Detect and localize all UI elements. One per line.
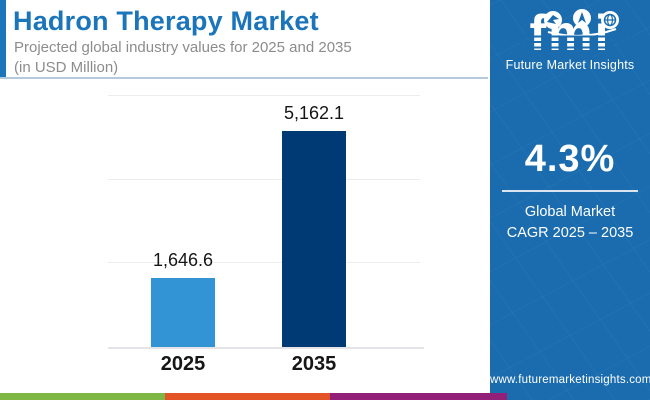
header-accent-bar (0, 0, 6, 78)
strip-purple-segment (330, 393, 507, 400)
fmi-logo: fmi Future Market Insi (490, 4, 650, 76)
cagr-label-line1: Global Market (524, 204, 616, 220)
bar-value-label-2025: 1,646.6 (152, 250, 214, 271)
bird-icon (544, 11, 562, 29)
bar-2025 (151, 278, 215, 347)
cagr-divider (502, 190, 638, 192)
subtitle-line1: Projected global industry values for 202… (14, 39, 352, 56)
strip-orange-segment (165, 393, 330, 400)
cagr-block: 4.3% Global Market CAGR 2025 – 2035 (490, 138, 650, 244)
x-axis-line (108, 347, 424, 349)
strip-green-segment (0, 393, 165, 400)
gridline-6000 (108, 95, 420, 96)
footer-color-strip (0, 393, 507, 400)
x-axis-label-2025: 2025 (160, 353, 206, 375)
bar-value-label-2035: 5,162.1 (283, 103, 345, 124)
logo-caption: Future Market Insights (505, 58, 635, 72)
gridline-2000 (108, 262, 420, 264)
subtitle-line2: (in USD Million) (14, 59, 119, 76)
fmi-logo-stripes (514, 32, 632, 60)
header-divider (0, 77, 488, 79)
plane-icon (573, 9, 591, 27)
globe-icon (601, 11, 619, 29)
x-axis-label-2035: 2035 (291, 353, 337, 375)
gridline-4000 (108, 178, 420, 180)
website-url: www.futuremarketinsights.com (490, 374, 650, 386)
bar-chart-plot-area: 1,646.6 2025 5,162.1 2035 (100, 95, 424, 375)
cagr-value: 4.3% (524, 138, 616, 180)
header: Hadron Therapy Market Projected global i… (13, 6, 483, 77)
cagr-label-line2: CAGR 2025 – 2035 (506, 225, 634, 241)
sidebar: fmi Future Market Insi (490, 0, 650, 400)
page-title: Hadron Therapy Market (13, 6, 319, 36)
logo-icons (544, 9, 619, 37)
bar-2035 (282, 131, 346, 347)
